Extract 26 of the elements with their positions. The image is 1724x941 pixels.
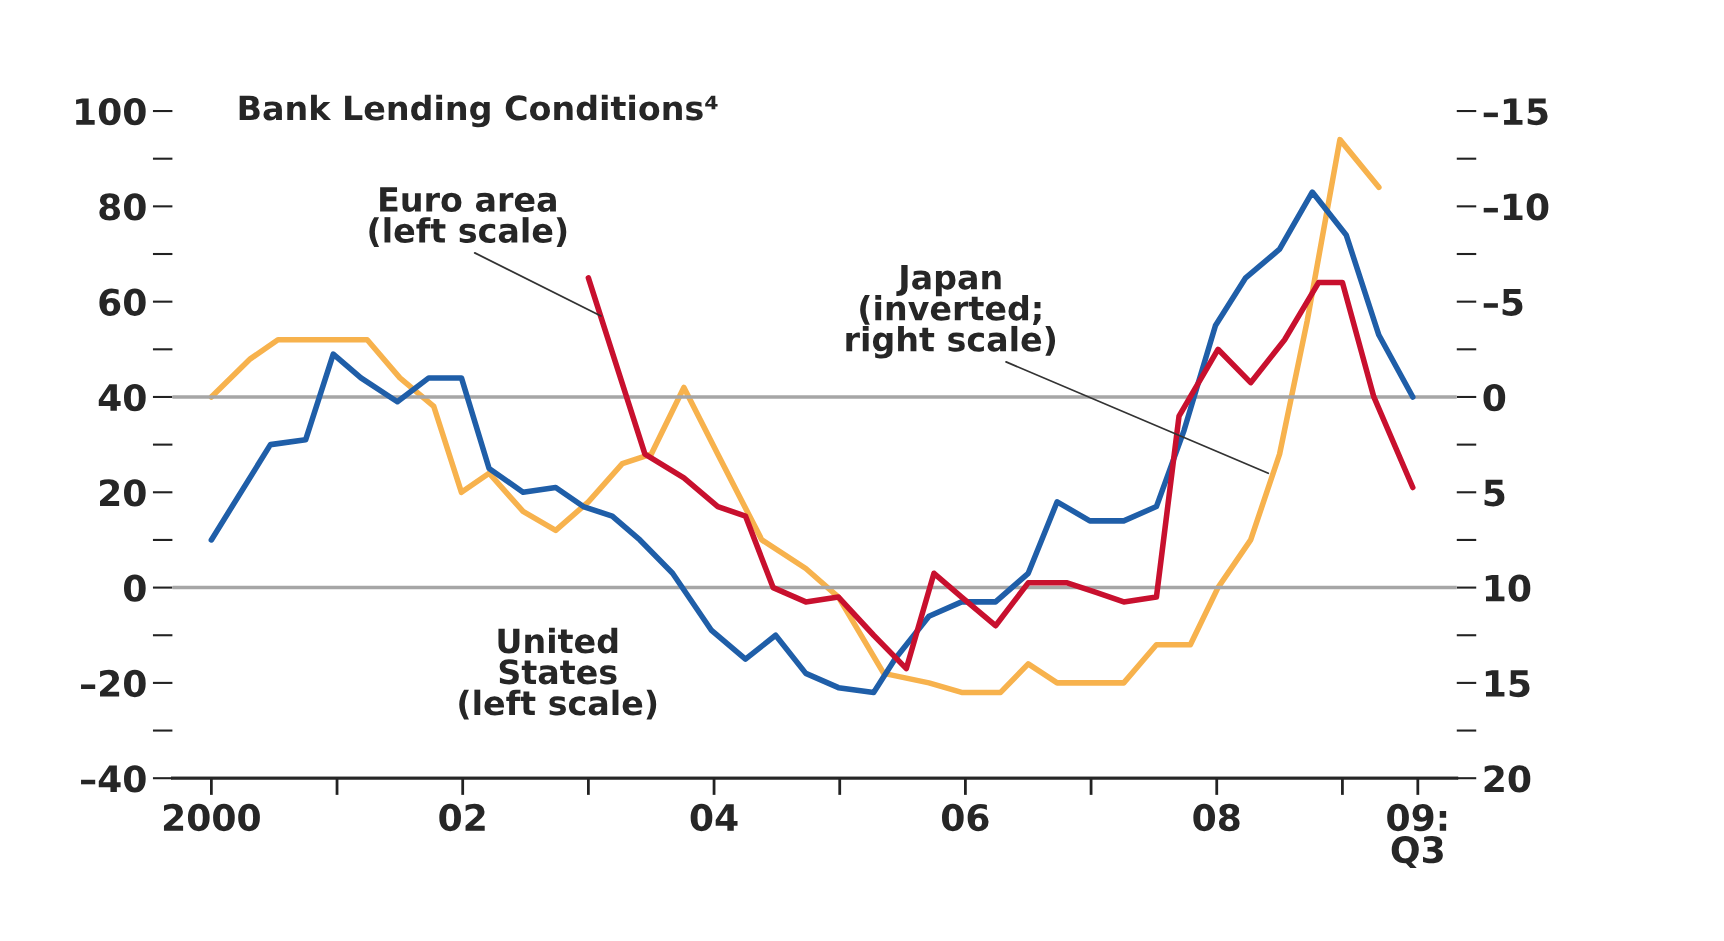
y2-tick-label: 15 <box>1485 670 1530 698</box>
annotation: United States (left scale) <box>459 627 657 720</box>
y-tick-label: 40 <box>98 383 146 412</box>
y2-tick-label: 5 <box>1484 479 1505 507</box>
y-tick-label: 60 <box>99 288 146 316</box>
x-tick-label: 06 <box>942 803 989 832</box>
x-tick-label: 04 <box>690 803 738 832</box>
y2-tick-label: 0 <box>1483 383 1506 412</box>
y-tick-label: –40 <box>81 765 146 793</box>
y-tick-label: –20 <box>81 669 146 698</box>
y-tick-label: 80 <box>99 193 146 221</box>
x-tick-label: 09: Q3 <box>1387 803 1447 869</box>
x-tick-label: 02 <box>439 803 485 832</box>
y2-tick-label: –5 <box>1483 289 1523 316</box>
annotation: Euro area (left scale) <box>369 187 567 247</box>
chart-title: Bank Lending Conditions⁴ <box>239 94 718 128</box>
x-tick-label: 08 <box>1193 803 1240 832</box>
x-tick-label: 2000 <box>163 803 260 832</box>
y-tick-label: 20 <box>100 479 146 507</box>
y2-tick-label: 20 <box>1484 765 1531 793</box>
y-tick-label: 0 <box>124 574 146 602</box>
y2-tick-label: –15 <box>1483 98 1548 126</box>
annotation: Japan (inverted; right scale) <box>846 264 1056 359</box>
y2-tick-label: –10 <box>1483 193 1549 221</box>
y-tick-label: 100 <box>76 97 146 126</box>
y2-tick-label: 10 <box>1485 574 1531 602</box>
